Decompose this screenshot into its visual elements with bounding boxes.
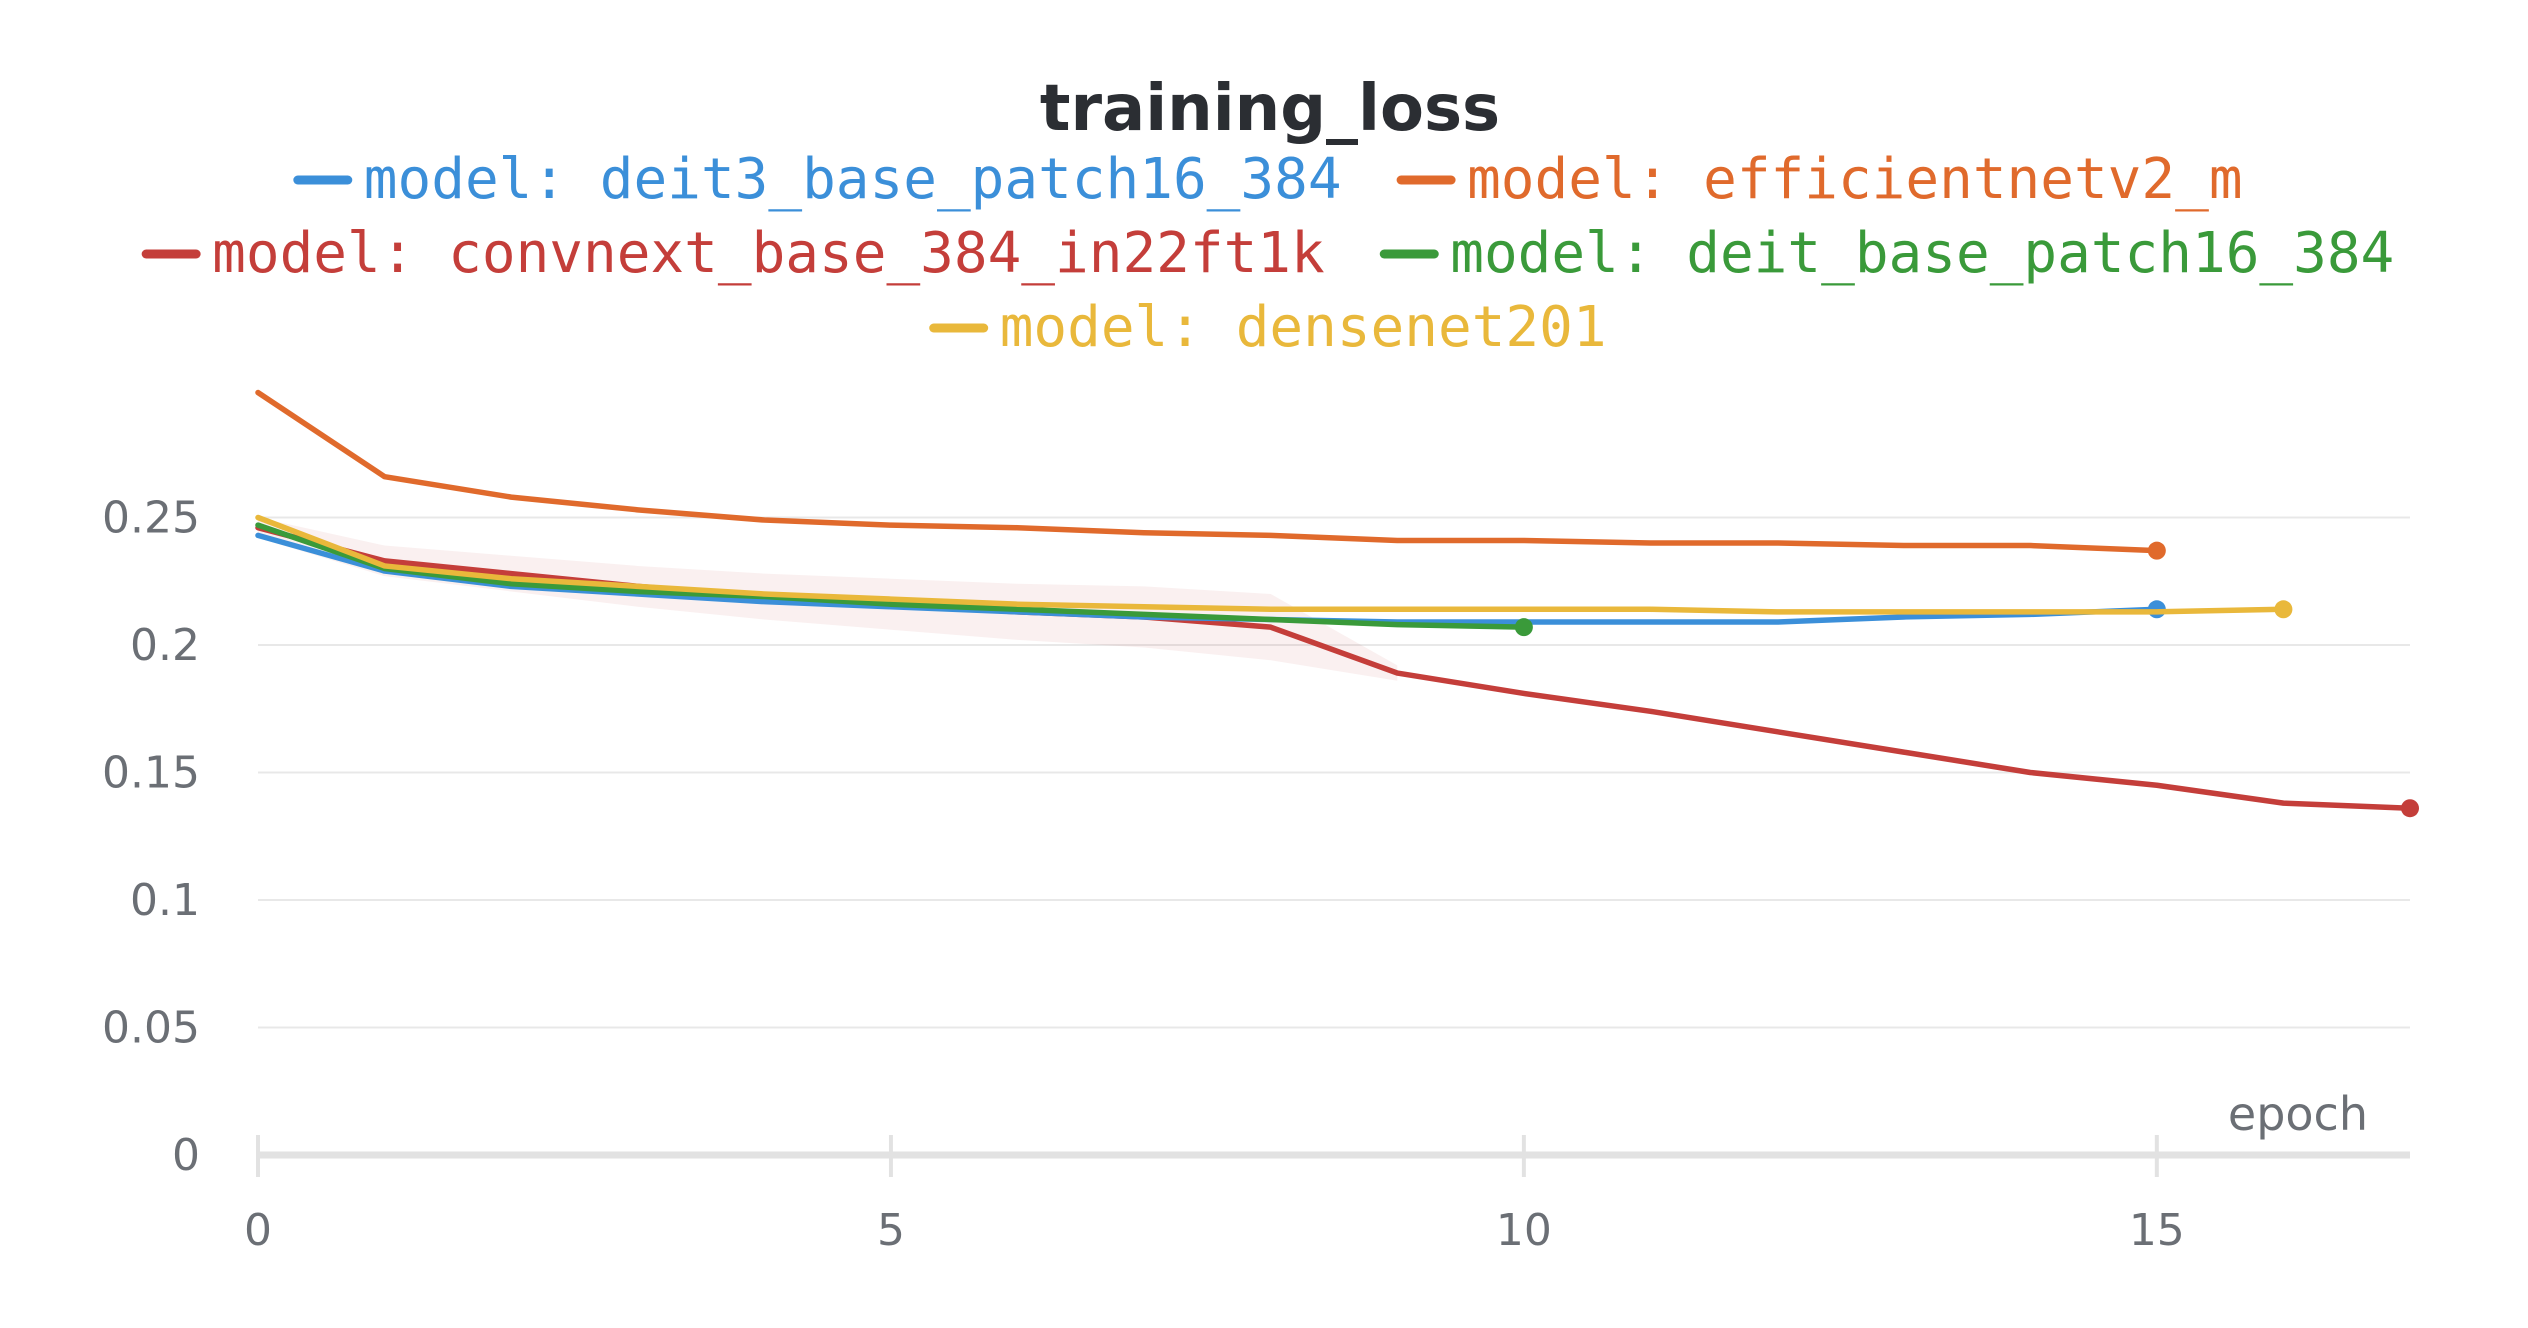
legend-label-1: model: efficientnetv2_m — [1467, 147, 2242, 212]
y-tick-label-1: 0.05 — [102, 1003, 200, 1054]
series-line-4 — [255, 514, 2287, 615]
chart-title: training_loss — [1040, 72, 1500, 146]
legend-label-0: model: deit3_base_patch16_384 — [364, 147, 1342, 212]
series-endpoint-1 — [2147, 541, 2166, 560]
y-tick-label-2: 0.1 — [130, 875, 200, 926]
x-tick-label-0: 0 — [244, 1205, 272, 1256]
series-endpoint-3 — [1514, 618, 1533, 637]
series-endpoint-4 — [2274, 600, 2293, 619]
y-tick-label-3: 0.15 — [102, 748, 200, 799]
x-axis: 0 5 10 15 — [244, 1135, 2410, 1256]
y-tick-label-4: 0.2 — [130, 620, 200, 671]
series-line-1 — [255, 389, 2160, 554]
legend-label-4: model: densenet201 — [1000, 295, 1607, 360]
y-tick-label-0: 0 — [172, 1130, 200, 1181]
gridlines — [258, 516, 2410, 1029]
x-axis-title: epoch — [2228, 1087, 2368, 1141]
x-tick-label-1: 5 — [877, 1205, 905, 1256]
legend-label-3: model: deit_base_patch16_384 — [1450, 221, 2394, 286]
legend-label-2: model: convnext_base_384_in22ft1k — [212, 221, 1325, 286]
y-tick-label-5: 0.25 — [102, 493, 200, 544]
series-lines — [255, 389, 2419, 818]
x-tick-label-3: 15 — [2129, 1205, 2185, 1256]
legend: model: deit3_base_patch16_384 model: effi… — [141, 147, 2394, 360]
y-axis: 0 0.05 0.1 0.15 0.2 0.25 — [102, 493, 200, 1182]
series-line-3 — [255, 522, 1527, 630]
series-endpoint-2 — [2401, 799, 2419, 818]
x-tick-label-2: 10 — [1496, 1205, 1552, 1256]
